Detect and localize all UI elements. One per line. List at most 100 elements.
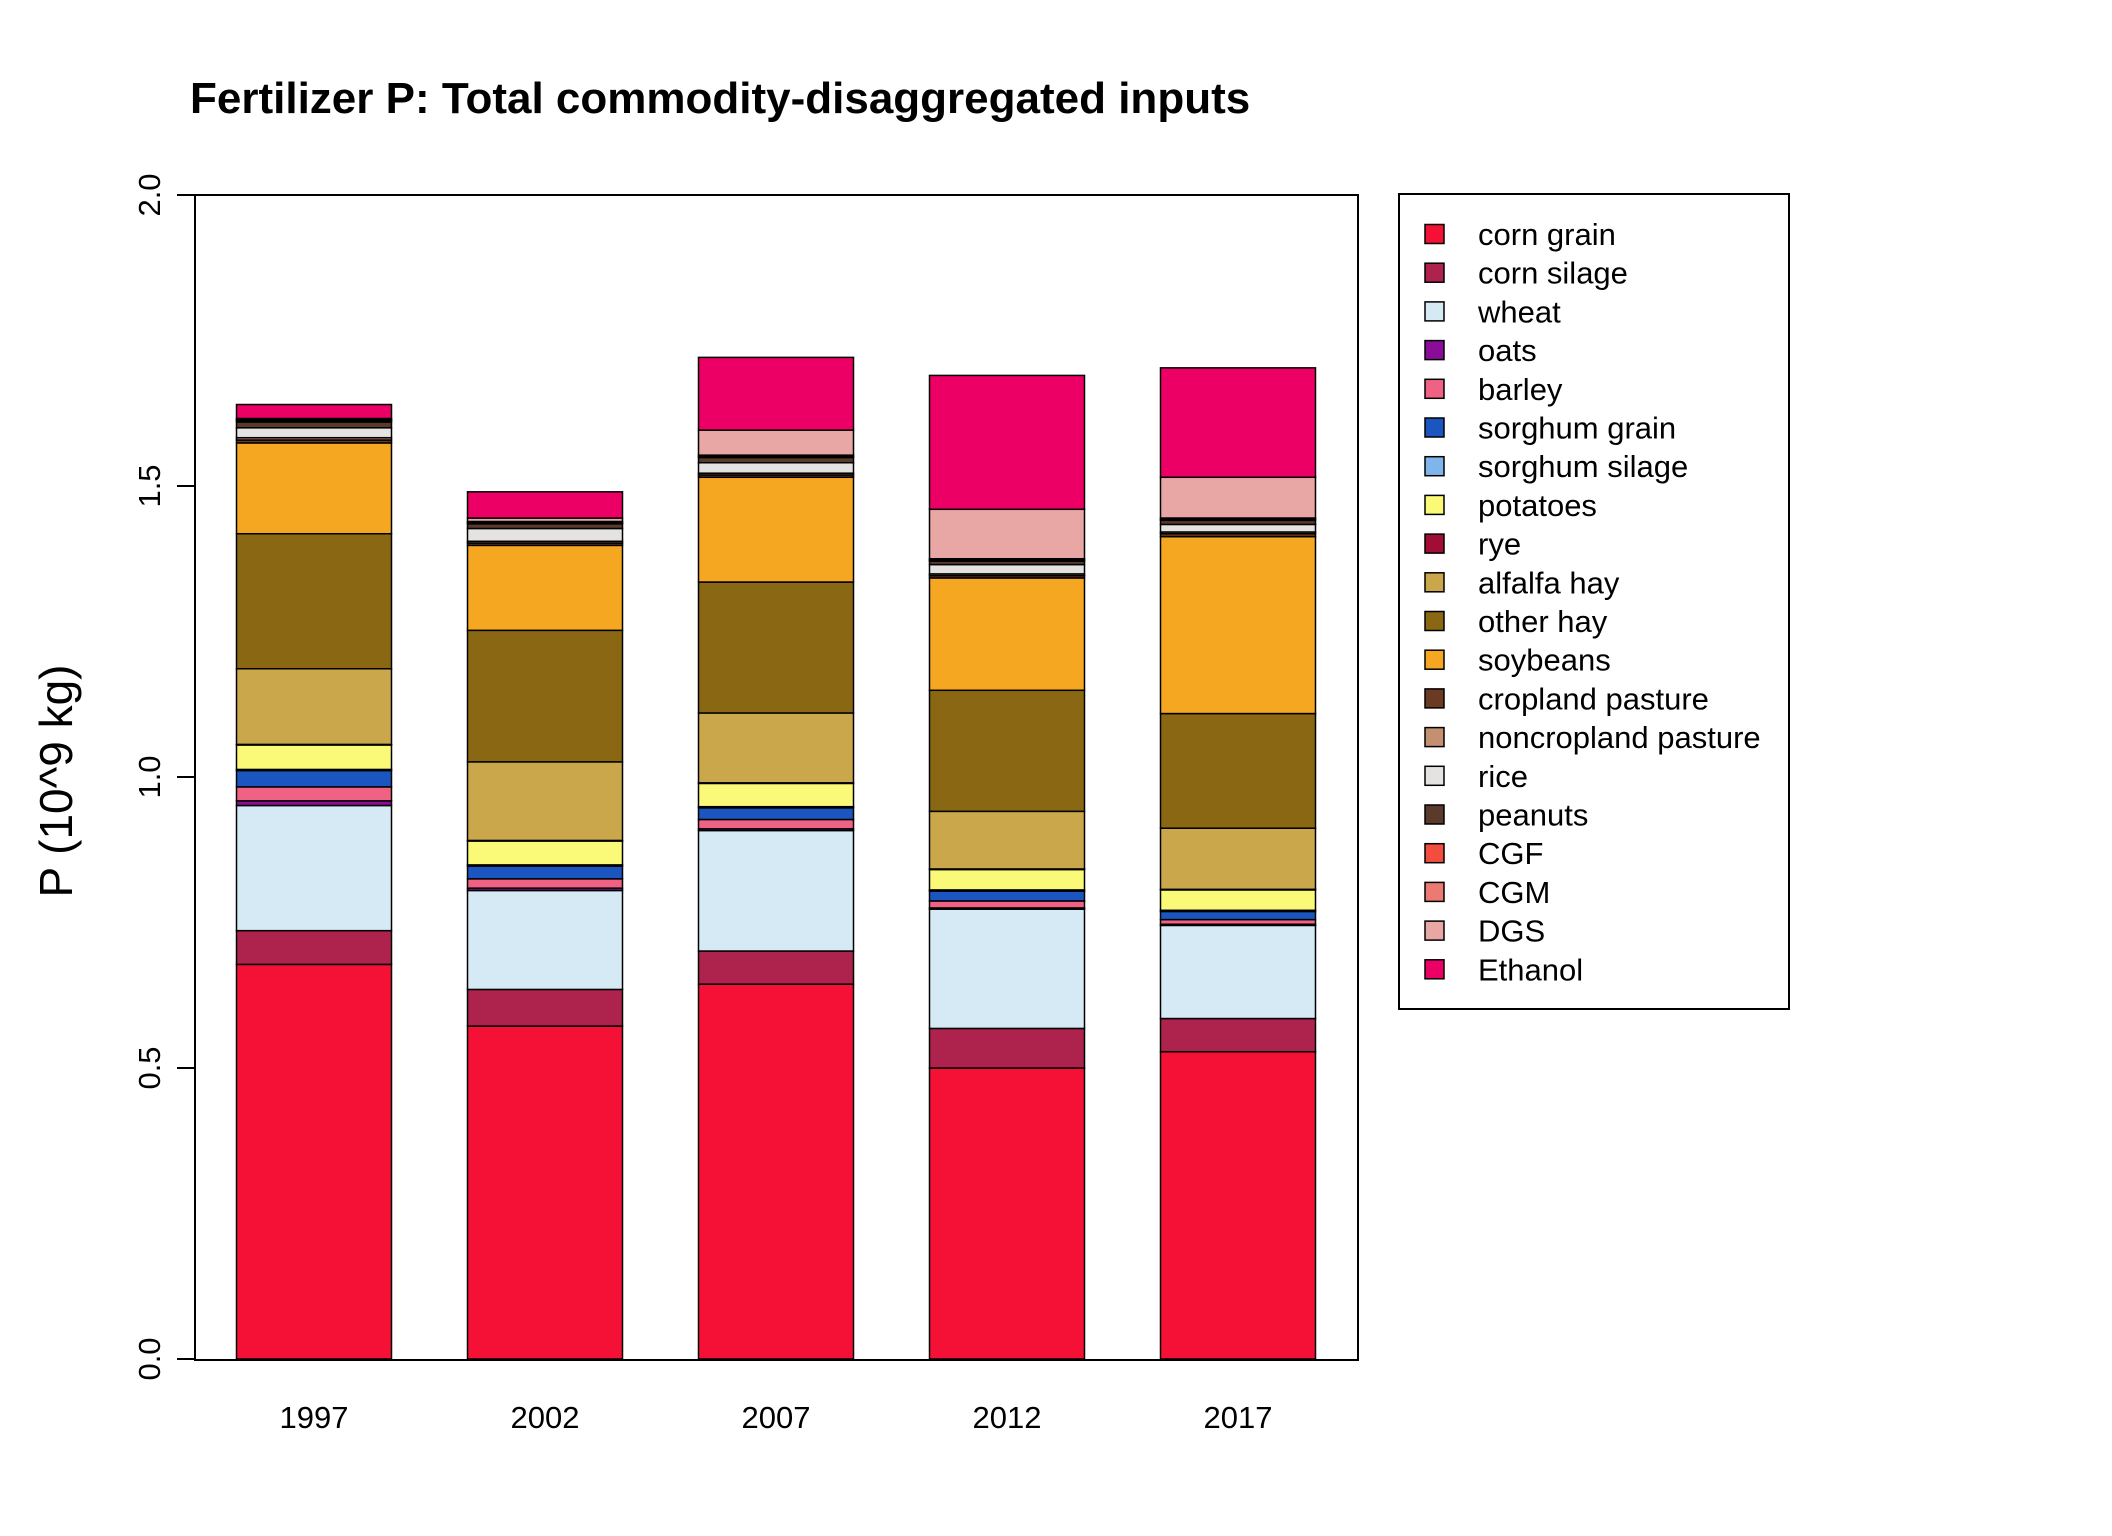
legend-swatch (1424, 262, 1445, 283)
bar-segment (1159, 476, 1317, 519)
y-tick-label: 1.5 (132, 464, 167, 507)
bar-segment (466, 865, 624, 880)
y-tick-label: 1.0 (132, 755, 167, 798)
bar-segment (928, 374, 1086, 511)
legend-label: sorghum silage (1478, 449, 1688, 484)
legend-label: cropland pasture (1478, 681, 1709, 716)
bar-segment (697, 356, 855, 431)
legend-label: other hay (1478, 604, 1608, 639)
legend-swatch (1424, 533, 1445, 554)
chart-title: Fertilizer P: Total commodity-disaggrega… (190, 74, 1250, 123)
legend-swatch (1424, 649, 1445, 670)
legend-swatch (1424, 301, 1445, 322)
legend-label: sorghum grain (1478, 411, 1676, 446)
bar-segment (697, 782, 855, 808)
bar-segment (697, 807, 855, 821)
legend-swatch (1424, 688, 1445, 709)
bar-segment (235, 804, 393, 932)
bar-segment (928, 563, 1086, 575)
bar-segment (697, 456, 855, 464)
legend-swatch (1424, 572, 1445, 593)
bar-segment (928, 868, 1086, 891)
legend-label: CGF (1478, 836, 1543, 871)
bar-segment (235, 403, 393, 420)
legend-swatch (1424, 417, 1445, 438)
bar-segment (1159, 367, 1317, 479)
legend-swatch (1424, 765, 1445, 787)
legend-swatch (1424, 920, 1445, 941)
legend-swatch (1424, 455, 1445, 477)
bar-segment (466, 889, 624, 991)
bar-segment (466, 629, 624, 763)
bar-segment (466, 840, 624, 866)
legend-swatch (1424, 378, 1445, 400)
legend-label: rice (1478, 759, 1528, 794)
y-tick-label: 0.0 (132, 1337, 167, 1380)
legend-swatch (1424, 339, 1445, 361)
legend-swatch (1424, 726, 1445, 748)
legend-swatch (1424, 223, 1445, 245)
legend-swatch (1424, 610, 1445, 632)
bar-segment (466, 1025, 624, 1360)
legend-swatch (1424, 804, 1445, 825)
bar-segment (697, 461, 855, 474)
bar-segment (697, 712, 855, 784)
bar-segment (235, 532, 393, 670)
x-tick-label: 2017 (1204, 1400, 1273, 1435)
legend-label: corn grain (1478, 217, 1616, 252)
bar-segment (928, 508, 1086, 560)
x-axis: 1997 2002 2007 2012 2017 (280, 1400, 1273, 1435)
legend-swatch (1424, 842, 1445, 864)
legend-label: DGS (1478, 914, 1545, 949)
bar-segment (1159, 712, 1317, 829)
bars (235, 356, 1317, 1360)
bar-segment (928, 1067, 1086, 1360)
legend-label: alfalfa hay (1478, 565, 1620, 600)
y-axis-label: P (10^9 kg) (30, 665, 82, 898)
bar-segment (697, 581, 855, 714)
bar-segment (235, 667, 393, 746)
legend-box (1398, 193, 1790, 1010)
bar-segment (697, 818, 855, 830)
bar-segment (1159, 535, 1317, 715)
x-tick-label: 2007 (742, 1400, 811, 1435)
bar-segment (928, 900, 1086, 909)
bar-segment (235, 442, 393, 535)
bar-segment (928, 908, 1086, 1030)
legend-label: noncropland pasture (1478, 720, 1761, 755)
legend-label: soybeans (1478, 643, 1611, 678)
legend-label: Ethanol (1478, 952, 1583, 987)
x-tick-label: 2012 (973, 1400, 1042, 1435)
bar-segment (235, 769, 393, 788)
bar-segment (1159, 1017, 1317, 1053)
y-axis: 0.0 0.5 1.0 1.5 2.0 (132, 173, 196, 1381)
bar-segment (697, 983, 855, 1360)
bar-segment (928, 810, 1086, 870)
bar-segment (466, 527, 624, 543)
bar-segment (466, 491, 624, 519)
bar-segment (697, 950, 855, 985)
x-tick-label: 2002 (511, 1400, 580, 1435)
bar-segment (235, 421, 393, 429)
bar-segment (1159, 1050, 1317, 1360)
bar-segment (1159, 889, 1317, 912)
legend-swatch (1424, 881, 1445, 903)
legend-label: barley (1478, 372, 1563, 407)
bar-segment (1159, 910, 1317, 921)
bar-segment (928, 890, 1086, 902)
legend-label: CGM (1478, 875, 1550, 910)
bar-segment (697, 429, 855, 456)
legend-label: corn silage (1478, 256, 1628, 291)
bar-segment (928, 577, 1086, 692)
y-tick-label: 0.5 (132, 1046, 167, 1089)
legend-label: wheat (1477, 294, 1561, 329)
bar-segment (697, 829, 855, 952)
bar-segment (928, 689, 1086, 813)
bar-segment (235, 427, 393, 439)
legend-label: peanuts (1478, 798, 1588, 833)
legend-swatch (1424, 494, 1445, 516)
bar-segment (235, 963, 393, 1360)
x-tick-label: 1997 (280, 1400, 349, 1435)
